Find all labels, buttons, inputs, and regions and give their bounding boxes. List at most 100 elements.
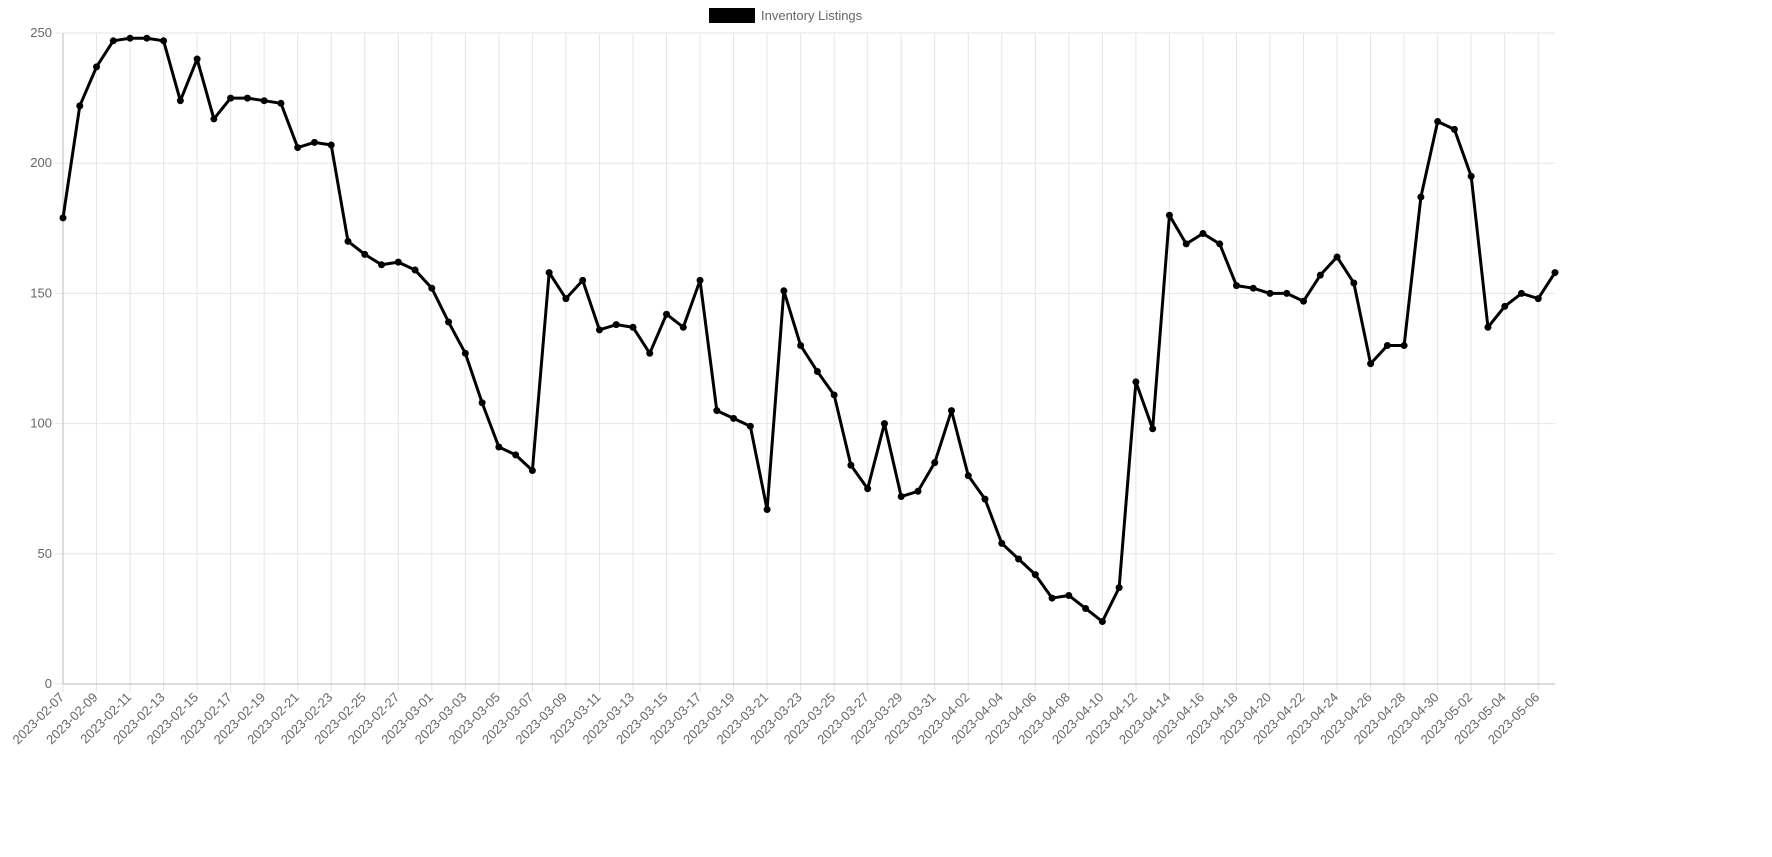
data-point <box>1065 591 1073 599</box>
data-point <box>897 493 905 501</box>
y-tick-label: 100 <box>30 416 52 431</box>
y-tick-label: 150 <box>30 285 52 300</box>
data-point <box>1316 271 1324 279</box>
y-tick-label: 0 <box>45 676 52 691</box>
data-point <box>344 237 352 245</box>
data-point <box>981 495 989 503</box>
data-point <box>746 422 754 430</box>
data-point <box>813 368 821 376</box>
data-point <box>629 323 637 331</box>
series-line <box>61 36 1557 624</box>
data-point <box>310 138 318 146</box>
data-point <box>126 34 134 42</box>
data-point <box>294 144 302 152</box>
data-point <box>243 94 251 102</box>
data-point <box>612 321 620 329</box>
data-point <box>880 420 888 428</box>
data-point <box>663 310 671 318</box>
data-point <box>1165 211 1173 219</box>
data-point <box>914 487 922 495</box>
y-tick-label: 200 <box>30 155 52 170</box>
data-point <box>1266 289 1274 297</box>
data-point <box>1350 279 1358 287</box>
data-point <box>1098 618 1106 626</box>
data-point <box>1417 193 1425 201</box>
data-point <box>947 407 955 415</box>
data-point <box>1551 269 1559 277</box>
data-point <box>646 349 654 357</box>
data-point <box>1132 378 1140 386</box>
data-point <box>797 341 805 349</box>
data-point <box>696 276 704 284</box>
y-tick-label: 250 <box>30 25 52 40</box>
data-point <box>730 414 738 422</box>
data-point <box>277 99 285 107</box>
data-point <box>428 284 436 292</box>
data-point <box>1400 341 1408 349</box>
data-point <box>1300 297 1308 305</box>
data-point <box>1283 289 1291 297</box>
data-point <box>1232 282 1240 290</box>
data-point <box>327 141 335 149</box>
data-point <box>445 318 453 326</box>
data-point <box>1383 341 1391 349</box>
data-point <box>1534 295 1542 303</box>
data-point <box>998 539 1006 547</box>
data-point <box>227 94 235 102</box>
data-point <box>361 250 369 258</box>
data-point <box>160 37 168 45</box>
data-point <box>713 407 721 415</box>
data-point <box>1015 555 1023 563</box>
data-point <box>1484 323 1492 331</box>
data-point <box>411 266 419 274</box>
data-point <box>847 461 855 469</box>
data-point <box>1182 240 1190 248</box>
data-point <box>1082 604 1090 612</box>
data-point <box>763 506 771 514</box>
data-point <box>109 37 117 45</box>
data-point <box>512 451 520 459</box>
data-point <box>545 269 553 277</box>
data-point <box>260 97 268 105</box>
data-point <box>864 485 872 493</box>
data-point <box>964 472 972 480</box>
data-point <box>931 459 939 467</box>
data-point <box>528 466 536 474</box>
data-point <box>59 214 67 222</box>
data-point <box>1434 118 1442 126</box>
data-point <box>1149 425 1157 433</box>
data-point <box>495 443 503 451</box>
data-point <box>1517 289 1525 297</box>
data-point <box>1115 584 1123 592</box>
data-point <box>1249 284 1257 292</box>
data-point <box>394 258 402 266</box>
data-point <box>1367 360 1375 368</box>
data-point <box>1450 125 1458 133</box>
data-point <box>76 102 84 110</box>
data-point <box>378 261 386 269</box>
data-point <box>595 326 603 334</box>
data-point <box>1048 594 1056 602</box>
data-point <box>176 97 184 105</box>
data-point <box>1501 302 1509 310</box>
data-point <box>830 391 838 399</box>
data-point <box>461 349 469 357</box>
y-tick-label: 50 <box>38 546 52 561</box>
data-point <box>93 63 101 71</box>
data-point <box>1467 172 1475 180</box>
data-point <box>1333 253 1341 261</box>
legend-swatch <box>709 8 755 23</box>
data-point <box>679 323 687 331</box>
data-point <box>210 115 218 123</box>
data-point <box>1199 230 1207 238</box>
data-point <box>562 295 570 303</box>
data-point <box>193 55 201 63</box>
data-point <box>1216 240 1224 248</box>
legend-label: Inventory Listings <box>761 8 863 23</box>
data-point <box>780 287 788 295</box>
data-point <box>143 34 151 42</box>
data-point <box>1031 571 1039 579</box>
data-point <box>478 399 486 407</box>
